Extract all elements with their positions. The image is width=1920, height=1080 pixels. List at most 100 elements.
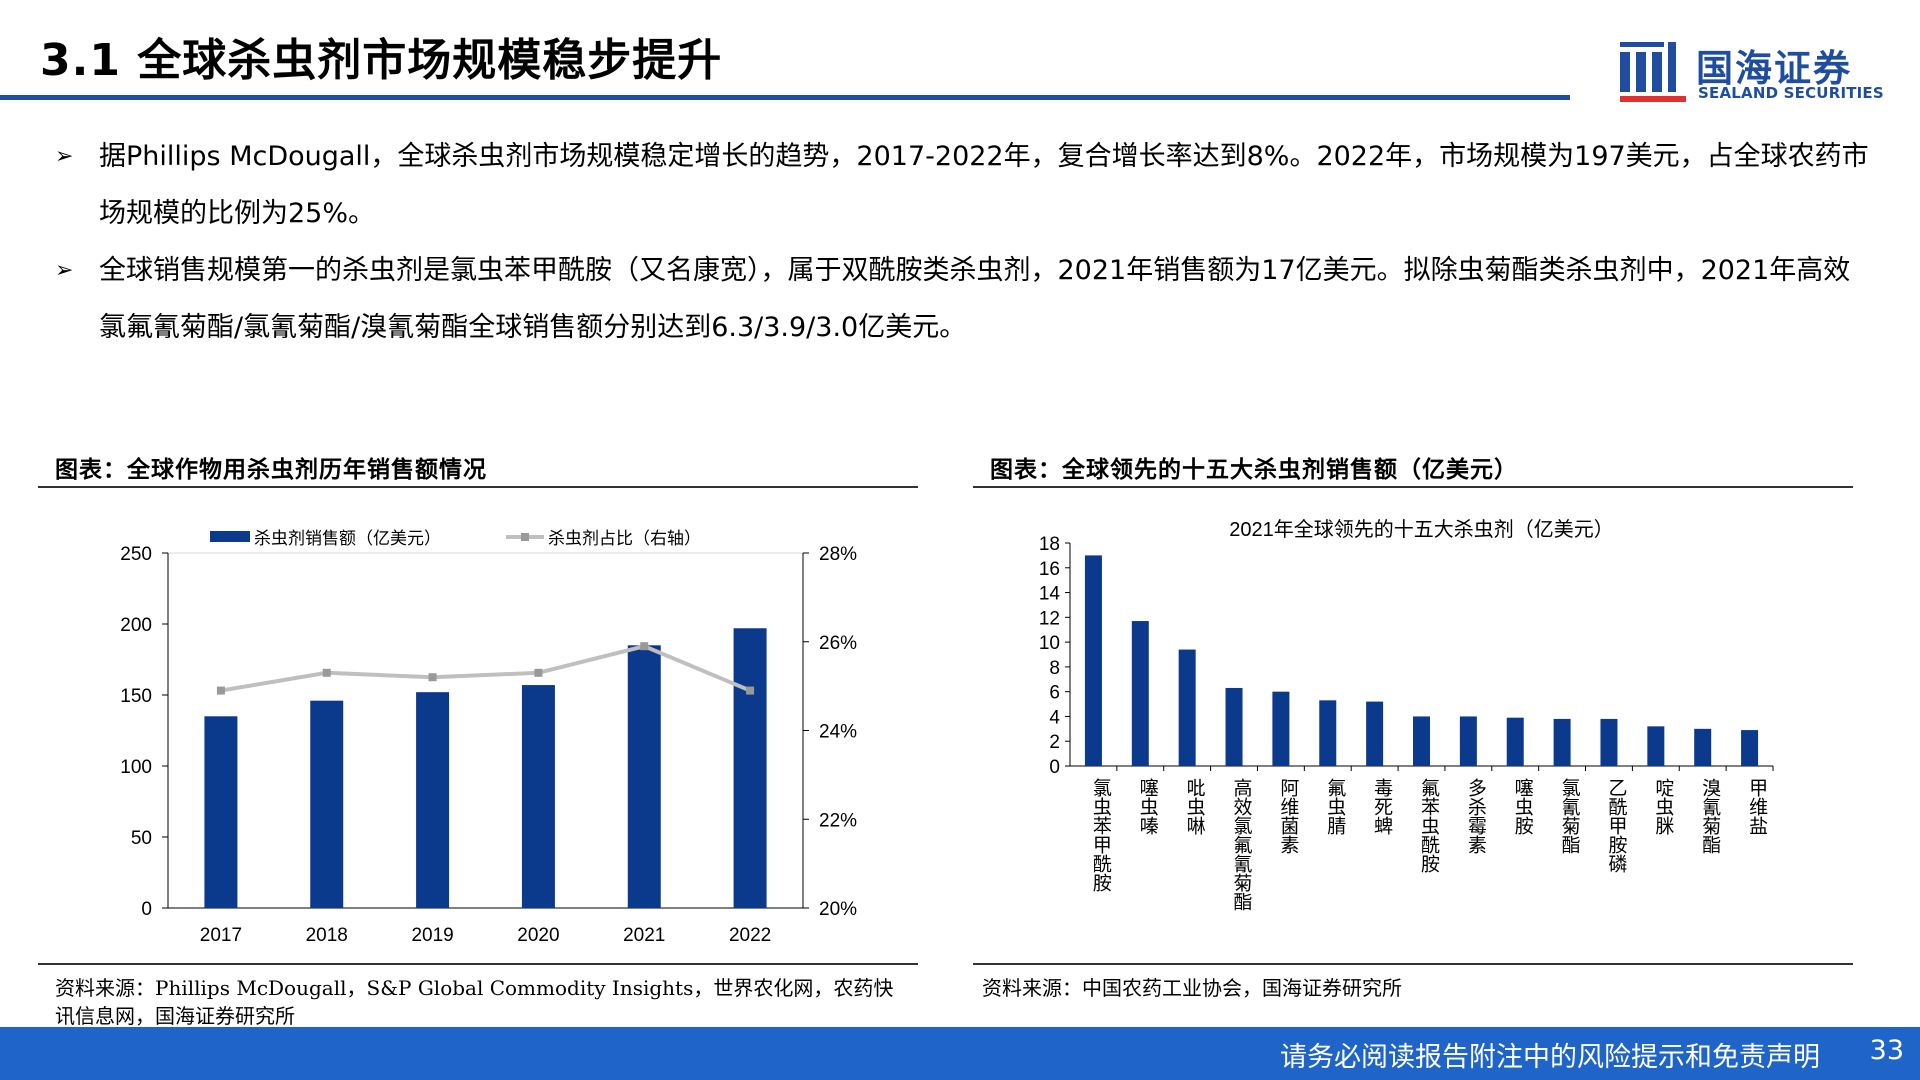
insecticide-bar xyxy=(1272,691,1290,766)
x-tick-label: 2021 xyxy=(623,925,665,946)
share-point xyxy=(216,686,225,695)
y-tick-label: 100 xyxy=(120,757,152,778)
insecticide-bar xyxy=(1647,726,1665,766)
insecticide-bar xyxy=(1459,716,1477,766)
x-tick-label: 2017 xyxy=(200,925,242,946)
share-point xyxy=(322,668,331,677)
left-chart-caption: 图表：全球作物用杀虫剂历年销售额情况 xyxy=(55,456,487,483)
insecticide-bar xyxy=(1366,701,1384,766)
y-tick-label: 12 xyxy=(1039,608,1060,629)
y-tick-label: 10 xyxy=(1039,633,1060,654)
x-tick-label: 氟虫腈 xyxy=(1324,778,1346,835)
logo-mark-icon xyxy=(1620,42,1686,102)
y-tick-label: 18 xyxy=(1039,534,1060,555)
disclaimer-text: 请务必阅读报告附注中的风险提示和免责声明 xyxy=(1280,1042,1820,1073)
left-caption-rule xyxy=(38,486,918,488)
share-point xyxy=(428,673,437,682)
x-tick-label: 噻虫胺 xyxy=(1512,778,1534,835)
x-tick-label: 溴氰菊酯 xyxy=(1699,778,1721,854)
insecticide-bar xyxy=(1131,621,1149,766)
chart-title: 2021年全球领先的十五大杀虫剂（亿美元） xyxy=(1229,518,1614,541)
y-tick-label: 250 xyxy=(120,544,152,565)
x-tick-label: 乙酰甲胺磷 xyxy=(1605,778,1627,873)
arrow-bullet-icon: ➢ xyxy=(55,258,74,283)
bullet-item: ➢ 据Phillips McDougall，全球杀虫剂市场规模稳定增长的趋势，2… xyxy=(55,128,1875,242)
sales-bar xyxy=(416,692,450,908)
bullet-text: 据Phillips McDougall，全球杀虫剂市场规模稳定增长的趋势，201… xyxy=(99,141,1869,229)
footer-bar: 请务必阅读报告附注中的风险提示和免责声明 33 xyxy=(0,1027,1920,1080)
insecticide-bar xyxy=(1506,717,1524,766)
y-tick-label: 16 xyxy=(1039,559,1060,580)
x-tick-label: 氟苯虫酰胺 xyxy=(1418,778,1440,873)
right-source-note: 资料来源：中国农药工业协会，国海证券研究所 xyxy=(982,976,1402,1000)
bullet-text: 全球销售规模第一的杀虫剂是氯虫苯甲酰胺（又名康宽），属于双酰胺类杀虫剂，2021… xyxy=(99,255,1851,343)
share-line xyxy=(220,644,751,693)
y-tick-label: 6 xyxy=(1049,683,1060,704)
x-tick-label: 噻虫嗪 xyxy=(1137,778,1159,835)
legend-line-marker xyxy=(521,533,529,541)
y-tick-label: 8 xyxy=(1049,658,1060,679)
left-source-rule xyxy=(38,963,918,965)
x-tick-label: 阿维菌素 xyxy=(1277,778,1299,854)
x-tick-label: 2022 xyxy=(729,925,771,946)
insecticide-sales-chart: 0 50 100 150 200 250 20% 22% 24% 26% 28% 2017 2018 20… xyxy=(120,529,857,946)
insecticide-bar xyxy=(1413,716,1430,766)
left-source-note: 资料来源：Phillips McDougall，S&P Global Commo… xyxy=(55,976,894,1028)
insecticide-bar xyxy=(1225,687,1243,766)
legend-bar-swatch xyxy=(210,531,250,542)
x-tick-label: 氯虫苯甲酰胺 xyxy=(1090,778,1112,892)
sales-bar xyxy=(521,685,555,908)
y-tick-label: 150 xyxy=(120,686,152,707)
y2-tick-label: 24% xyxy=(819,722,857,743)
share-point xyxy=(534,668,543,677)
sales-bar xyxy=(627,645,661,908)
sales-bar xyxy=(310,700,344,908)
y-tick-label: 2 xyxy=(1049,732,1060,753)
right-source-rule xyxy=(973,963,1853,965)
page-number: 33 xyxy=(1869,1035,1904,1066)
plot-frame xyxy=(167,552,804,909)
insecticide-bar xyxy=(1178,649,1196,766)
logo-name-en: SEALAND SECURITIES xyxy=(1698,84,1884,102)
y2-tick-label: 26% xyxy=(819,633,857,654)
insecticide-bar xyxy=(1553,718,1571,766)
y-tick-label: 0 xyxy=(141,899,152,920)
share-point xyxy=(640,642,649,651)
top15-insecticides-chart: 2021年全球领先的十五大杀虫剂（亿美元） 0 2 4 6 8 10 12 14 16 18 氯虫苯甲… xyxy=(1039,518,1774,911)
right-caption-rule xyxy=(973,486,1853,488)
y-tick-label: 0 xyxy=(1049,757,1060,778)
x-tick-label: 吡虫啉 xyxy=(1184,778,1206,835)
right-chart-caption: 图表：全球领先的十五大杀虫剂销售额（亿美元） xyxy=(990,456,1518,483)
sales-bar xyxy=(733,628,767,908)
y-tick-label: 50 xyxy=(131,828,152,849)
x-tick-label: 啶虫脒 xyxy=(1652,778,1674,835)
y-tick-label: 4 xyxy=(1049,707,1060,728)
x-tick-label: 多杀霉素 xyxy=(1465,778,1487,854)
company-logo: 国海证券 SEALAND SECURITIES xyxy=(1612,36,1884,106)
share-point xyxy=(746,686,755,695)
legend-line-label: 杀虫剂占比（右轴） xyxy=(548,529,701,548)
insecticide-bar xyxy=(1600,718,1618,766)
x-tick-label: 2018 xyxy=(306,925,348,946)
bullet-list: ➢ 据Phillips McDougall，全球杀虫剂市场规模稳定增长的趋势，2… xyxy=(55,128,1875,356)
page-title: 3.1 全球杀虫剂市场规模稳步提升 xyxy=(40,35,723,86)
y2-tick-label: 28% xyxy=(819,544,857,565)
logo-name-cn: 国海证券 xyxy=(1696,47,1852,90)
y-tick-label: 14 xyxy=(1039,584,1061,605)
x-tick-label: 高效氯氟氰菊酯 xyxy=(1231,778,1253,911)
insecticide-bar xyxy=(1694,728,1712,766)
arrow-bullet-icon: ➢ xyxy=(55,144,74,169)
y2-tick-label: 20% xyxy=(819,899,857,920)
x-tick-label: 2019 xyxy=(411,925,453,946)
y2-tick-label: 22% xyxy=(819,810,857,831)
x-tick-label: 甲维盐 xyxy=(1746,778,1768,835)
y-tick-label: 200 xyxy=(120,615,152,636)
insecticide-bar xyxy=(1319,700,1337,766)
sales-bar xyxy=(204,716,238,908)
title-divider xyxy=(0,95,1570,100)
bullet-item: ➢ 全球销售规模第一的杀虫剂是氯虫苯甲酰胺（又名康宽），属于双酰胺类杀虫剂，20… xyxy=(55,242,1875,356)
x-tick-label: 毒死蜱 xyxy=(1371,778,1393,835)
x-tick-label: 氯氰菊酯 xyxy=(1559,778,1581,854)
legend-bar-label: 杀虫剂销售额（亿美元） xyxy=(254,529,441,548)
insecticide-bar xyxy=(1741,730,1759,766)
